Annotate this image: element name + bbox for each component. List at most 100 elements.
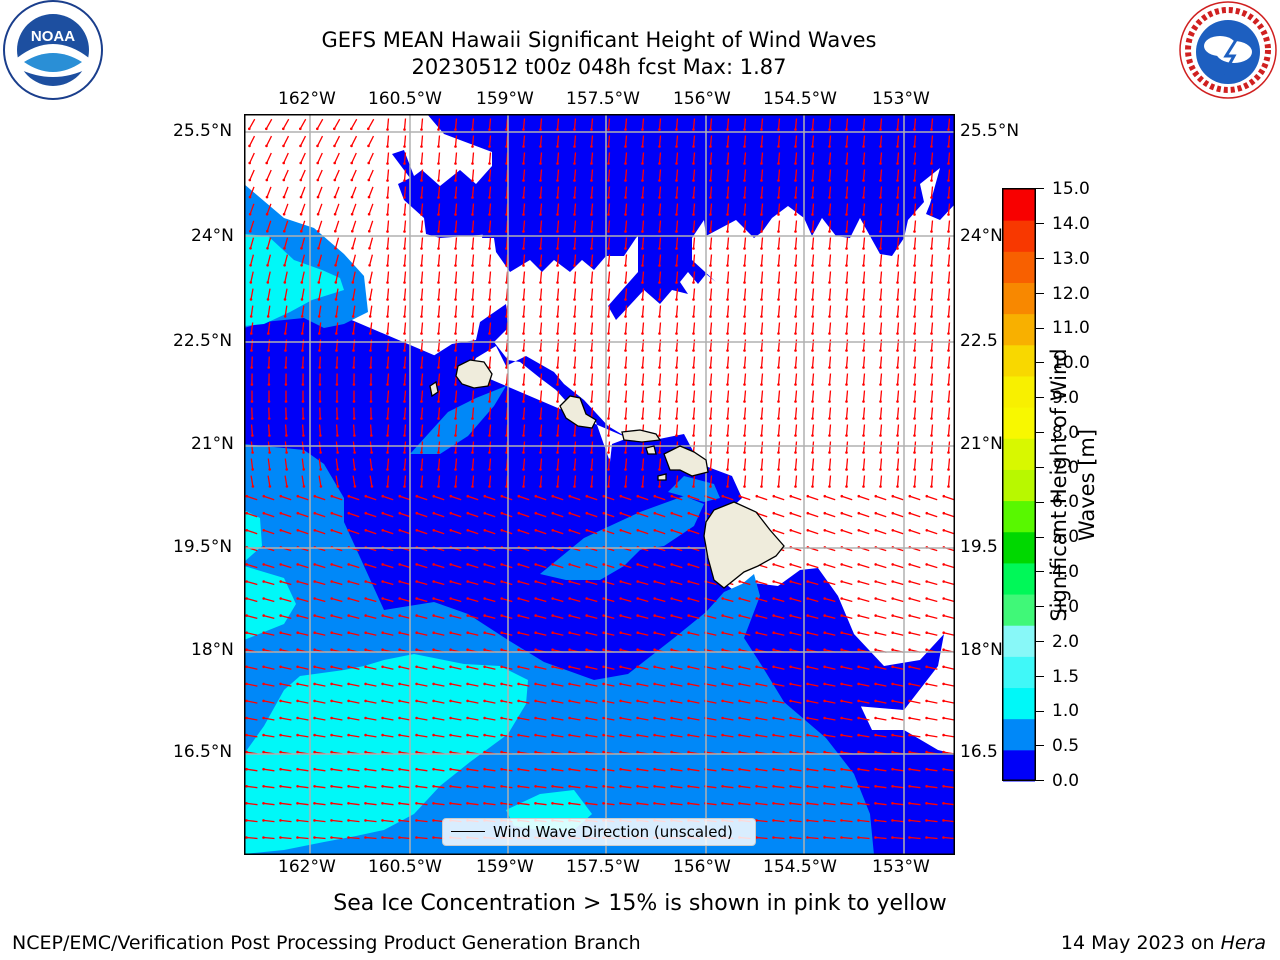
wave-direction-arrowhead <box>891 631 894 634</box>
wave-direction-arrow <box>263 700 275 704</box>
wave-direction-arrow <box>454 390 458 402</box>
wave-direction-arrow <box>266 203 272 215</box>
wave-direction-arrow <box>249 237 255 249</box>
wave-direction-arrowhead <box>330 631 333 634</box>
wave-direction-arrow <box>535 785 547 789</box>
wave-direction-arrow <box>756 734 768 738</box>
wave-direction-arrow <box>450 717 462 721</box>
wave-direction-arrow <box>284 475 288 487</box>
wave-direction-arrowhead <box>896 162 899 165</box>
wave-direction-arrow <box>658 424 662 436</box>
wave-direction-arrowhead <box>573 451 576 454</box>
wave-direction-arrow <box>790 597 802 603</box>
wave-direction-arrowhead <box>687 699 690 703</box>
wave-direction-arrowhead <box>500 529 504 532</box>
wave-direction-arrow <box>433 734 445 738</box>
wave-direction-arrow <box>756 700 768 704</box>
wave-direction-arrowhead <box>505 434 508 437</box>
wave-direction-arrow <box>637 700 649 704</box>
wave-direction-arrowhead <box>522 162 525 165</box>
wave-direction-arrow <box>522 373 526 385</box>
wave-direction-arrowhead <box>709 281 712 284</box>
wave-direction-arrow <box>265 118 273 130</box>
wave-direction-arrowhead <box>386 468 389 471</box>
wave-direction-arrow <box>926 632 938 636</box>
wave-direction-arrowhead <box>245 836 248 839</box>
wave-direction-arrowhead <box>743 162 746 165</box>
wave-direction-arrowhead <box>624 281 627 284</box>
wave-direction-arrowhead <box>896 332 899 335</box>
wave-direction-arrow <box>539 390 543 402</box>
wave-direction-arrow <box>824 734 836 738</box>
wave-direction-arrow <box>522 135 526 147</box>
wave-direction-arrowhead <box>432 614 435 617</box>
wave-direction-arrow <box>318 458 322 470</box>
wave-direction-arrow <box>739 768 751 772</box>
wave-direction-arrow <box>399 632 411 636</box>
wave-direction-arrow <box>760 424 764 436</box>
wave-direction-arrow <box>556 254 560 266</box>
wave-direction-arrowhead <box>891 750 894 754</box>
wave-direction-arrowhead <box>483 648 486 651</box>
wave-direction-arrowhead <box>590 349 593 352</box>
wave-direction-arrowhead <box>721 648 724 651</box>
wave-direction-arrowhead <box>364 819 367 822</box>
wave-direction-arrowhead <box>432 529 436 532</box>
wave-direction-arrow <box>807 785 819 789</box>
wave-direction-arrow <box>943 700 955 704</box>
wave-direction-arrow <box>760 169 764 181</box>
colorbar-tick-mark <box>1036 745 1044 747</box>
wave-direction-arrow <box>862 203 866 215</box>
wave-direction-arrow <box>351 203 357 215</box>
wave-direction-arrow <box>399 819 411 823</box>
wave-direction-arrow <box>539 322 543 334</box>
wave-direction-arrowhead <box>585 733 588 737</box>
wave-direction-arrow <box>726 152 730 164</box>
wave-direction-arrowhead <box>454 179 457 182</box>
wave-direction-arrow <box>365 614 377 620</box>
wave-direction-arrowhead <box>370 485 374 488</box>
wave-direction-arrow <box>943 717 955 721</box>
colorbar-tick-mark <box>1036 257 1044 259</box>
wave-direction-arrow <box>266 152 272 164</box>
wave-direction-arrow <box>450 512 462 518</box>
wave-direction-arrow <box>403 305 407 317</box>
wave-direction-arrow <box>552 632 564 636</box>
wave-direction-arrowhead <box>483 563 486 566</box>
wave-direction-arrow <box>913 373 917 385</box>
wave-direction-arrowhead <box>415 699 418 703</box>
wave-direction-arrow <box>807 563 819 569</box>
wave-direction-arrowhead <box>268 434 271 437</box>
wave-direction-arrowhead <box>245 682 248 686</box>
wave-direction-arrowhead <box>283 229 286 233</box>
wave-direction-arrowhead <box>692 417 695 420</box>
wave-direction-arrowhead <box>432 580 435 583</box>
wave-direction-arrowhead <box>913 366 916 369</box>
wave-direction-arrowhead <box>466 682 469 686</box>
wave-direction-arrow <box>280 495 292 501</box>
wave-direction-arrowhead <box>505 264 508 267</box>
wave-direction-arrow <box>314 785 326 789</box>
wave-direction-arrow <box>365 819 377 823</box>
wave-direction-arrow <box>280 632 292 636</box>
wave-direction-arrow <box>824 632 836 636</box>
wave-direction-arrowhead <box>313 614 316 617</box>
wave-direction-arrowhead <box>726 315 729 318</box>
wave-direction-arrow <box>501 785 513 789</box>
wave-direction-arrow <box>709 356 713 368</box>
wave-direction-arrow <box>488 475 492 487</box>
wave-direction-arrowhead <box>585 511 589 515</box>
wave-direction-arrow <box>641 152 645 164</box>
wave-direction-arrowhead <box>947 451 950 454</box>
wave-direction-arrowhead <box>755 665 758 669</box>
wave-direction-arrowhead <box>789 665 792 669</box>
wave-direction-arrow <box>777 441 781 453</box>
wave-direction-arrow <box>297 819 309 823</box>
wave-direction-arrowhead <box>755 631 758 634</box>
wave-direction-arrow <box>488 424 492 436</box>
wave-direction-arrowhead <box>568 665 571 669</box>
wave-direction-arrow <box>743 390 747 402</box>
wave-direction-arrowhead <box>250 417 254 420</box>
wave-direction-arrow <box>726 441 730 453</box>
wave-direction-arrowhead <box>415 716 418 720</box>
